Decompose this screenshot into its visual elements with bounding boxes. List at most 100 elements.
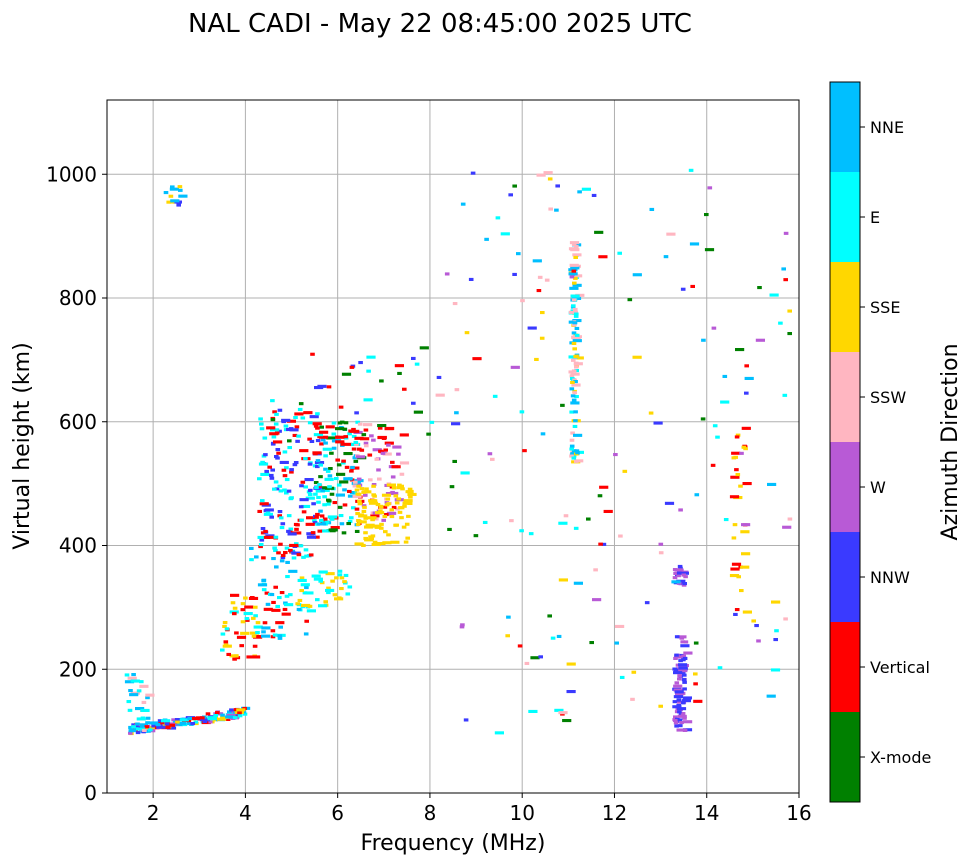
data-point [396, 497, 401, 501]
data-point [787, 309, 792, 313]
data-point [372, 448, 382, 452]
data-point [269, 593, 275, 597]
data-point [306, 516, 316, 520]
data-point [574, 369, 579, 373]
data-point [326, 436, 336, 440]
data-point [226, 713, 236, 717]
x-tick-label: 4 [239, 801, 252, 825]
data-point [568, 355, 578, 359]
data-point [648, 411, 654, 415]
data-point [390, 475, 396, 479]
data-point [402, 504, 407, 508]
data-point [530, 656, 540, 660]
data-point [429, 420, 435, 424]
data-point [463, 718, 469, 722]
data-point [272, 546, 277, 550]
data-point [674, 690, 684, 694]
data-point [573, 276, 578, 280]
data-point [734, 435, 740, 439]
data-point [363, 423, 373, 427]
data-point [681, 573, 686, 577]
data-point [339, 522, 345, 526]
data-point [293, 416, 298, 420]
data-point [301, 603, 311, 607]
data-point [528, 532, 534, 536]
data-point [454, 411, 459, 415]
data-point [690, 284, 695, 288]
data-point [220, 715, 230, 719]
data-point [740, 565, 750, 569]
data-point [473, 534, 479, 538]
data-point [130, 679, 140, 683]
data-point [316, 495, 321, 499]
data-point [677, 710, 682, 714]
data-point [135, 722, 140, 726]
data-point [544, 278, 550, 282]
data-point [229, 610, 239, 614]
data-point [277, 636, 283, 640]
data-point [683, 651, 693, 655]
data-point [782, 525, 792, 529]
data-point [572, 319, 582, 323]
data-point [304, 554, 309, 558]
data-point [729, 574, 740, 578]
data-point [563, 514, 569, 518]
data-point [357, 499, 362, 503]
data-point [490, 457, 495, 461]
data-point [337, 505, 343, 509]
data-point [256, 635, 261, 639]
data-point [522, 449, 527, 453]
data-point [693, 672, 698, 676]
data-point [482, 520, 488, 524]
data-point [322, 447, 332, 451]
data-point [349, 365, 355, 369]
data-point [774, 629, 779, 633]
data-point [291, 556, 297, 560]
data-point [505, 634, 510, 638]
data-point [324, 477, 334, 481]
data-point [282, 488, 287, 492]
data-point [678, 659, 683, 663]
data-point [673, 668, 679, 672]
data-point [304, 478, 314, 482]
data-point [318, 475, 323, 479]
data-point [682, 696, 692, 700]
data-points [124, 168, 793, 736]
data-point [347, 489, 352, 493]
data-point [357, 447, 362, 451]
data-point [315, 412, 320, 416]
y-tick-label: 1000 [46, 162, 97, 186]
data-point [571, 398, 577, 402]
data-point [354, 488, 360, 492]
data-point [279, 591, 285, 595]
data-point [573, 380, 578, 384]
data-point [571, 456, 577, 460]
data-point [356, 455, 366, 459]
data-point [344, 465, 350, 469]
data-point [331, 446, 337, 450]
data-point [349, 469, 354, 473]
data-point [288, 593, 293, 597]
data-point [689, 242, 700, 246]
data-point [253, 625, 263, 629]
data-point [569, 410, 574, 414]
data-point [309, 415, 319, 419]
data-point [539, 336, 545, 340]
y-axis-label: Virtual height (km) [10, 342, 35, 549]
data-point [294, 425, 300, 429]
data-point [732, 523, 738, 527]
data-point [674, 635, 680, 639]
data-point [619, 675, 625, 679]
data-point [299, 484, 304, 488]
data-point [452, 302, 458, 306]
data-point [395, 507, 400, 511]
data-point [253, 605, 258, 609]
data-point [237, 714, 243, 718]
data-point [375, 511, 385, 515]
data-point [676, 571, 682, 575]
data-point [303, 457, 308, 461]
data-point [377, 477, 382, 481]
data-point [260, 472, 270, 476]
data-point [627, 298, 633, 302]
data-point [286, 514, 292, 518]
